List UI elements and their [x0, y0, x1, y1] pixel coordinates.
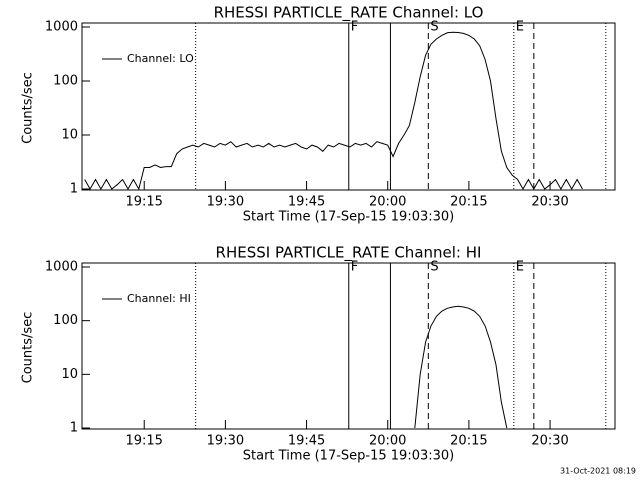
y-tick-label: 100 — [53, 313, 78, 328]
x-tick-label: 20:15 — [450, 195, 487, 210]
x-tick-label: 19:30 — [207, 434, 244, 449]
x-tick-label: 19:15 — [125, 434, 162, 449]
marker-label: E — [516, 260, 524, 275]
marker-label: S — [430, 260, 438, 275]
chart-title: RHESSI PARTICLE_RATE Channel: LO — [214, 4, 484, 23]
data-line — [84, 31, 583, 191]
legend-label: Channel: LO — [127, 52, 194, 65]
x-tick-label: 20:00 — [369, 195, 406, 210]
x-tick-label: 19:15 — [125, 195, 162, 210]
data-line — [414, 305, 508, 429]
marker-label: F — [351, 20, 358, 35]
y-tick-label: 1000 — [45, 20, 78, 35]
x-tick-label: 20:15 — [450, 434, 487, 449]
x-axis-label: Start Time (17-Sep-15 19:03:30) — [243, 210, 454, 225]
x-tick-label: 19:30 — [207, 195, 244, 210]
y-tick-label: 10 — [61, 367, 78, 382]
marker-label: E — [516, 20, 524, 35]
y-tick-label: 1 — [70, 182, 78, 197]
x-tick-label: 20:30 — [531, 195, 568, 210]
chart-title: RHESSI PARTICLE_RATE Channel: HI — [216, 244, 482, 263]
legend-label: Channel: HI — [127, 292, 191, 305]
y-tick-label: 1 — [70, 421, 78, 436]
x-tick-label: 19:45 — [288, 195, 325, 210]
y-axis-label: Counts/sec — [21, 72, 36, 144]
x-axis-label: Start Time (17-Sep-15 19:03:30) — [243, 449, 454, 464]
y-axis-label: Counts/sec — [21, 312, 36, 384]
marker-label: S — [430, 20, 438, 35]
x-tick-label: 20:00 — [369, 434, 406, 449]
y-tick-label: 10 — [61, 128, 78, 143]
y-tick-label: 100 — [53, 74, 78, 89]
marker-label: F — [351, 260, 358, 275]
y-tick-label: 1000 — [45, 260, 78, 275]
x-tick-label: 20:30 — [531, 434, 568, 449]
footer: 31-Oct-2021 08:19 — [560, 467, 636, 476]
x-tick-label: 19:45 — [288, 434, 325, 449]
